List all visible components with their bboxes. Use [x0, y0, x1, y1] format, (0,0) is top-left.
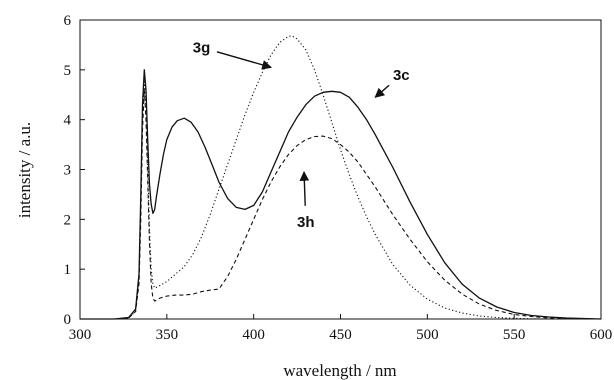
y-tick-label: 5 — [64, 63, 72, 79]
y-tick-label: 4 — [64, 113, 72, 129]
annotations-layer: 3g 3c 3h — [193, 39, 410, 230]
x-tick-label: 450 — [329, 327, 352, 343]
annotation-label-3g: 3g — [193, 39, 211, 56]
y-tick-label: 1 — [64, 262, 72, 278]
plot-frame — [79, 19, 602, 320]
x-tick-label: 500 — [416, 327, 439, 343]
series-line-3h — [80, 89, 601, 320]
annotation-label-3h: 3h — [297, 214, 315, 231]
x-tick-label: 350 — [156, 327, 179, 343]
x-tick-label: 300 — [69, 327, 92, 343]
series-line-3g — [80, 35, 601, 320]
x-tick-label: 400 — [242, 327, 265, 343]
y-tick-label: 6 — [64, 13, 72, 29]
y-axis-title: intensity / a.u. — [15, 122, 34, 218]
series-line-3c — [80, 69, 602, 320]
series-layer — [80, 35, 602, 320]
y-tick-label: 2 — [64, 212, 72, 228]
x-tick-label: 600 — [590, 327, 613, 343]
x-tick-label: 550 — [503, 327, 526, 343]
annotation-label-3c: 3c — [393, 67, 410, 84]
ticks-layer: 300 350 400 450 500 550 600 0 1 2 3 4 5 6 — [64, 13, 613, 343]
annotation-arrow-3g — [216, 51, 272, 70]
y-tick-label: 3 — [64, 163, 72, 179]
y-tick-label: 0 — [64, 312, 72, 328]
annotation-arrow-3h — [299, 171, 310, 206]
x-axis-title: wavelength / nm — [283, 361, 396, 380]
annotation-arrow-3c — [374, 84, 390, 98]
